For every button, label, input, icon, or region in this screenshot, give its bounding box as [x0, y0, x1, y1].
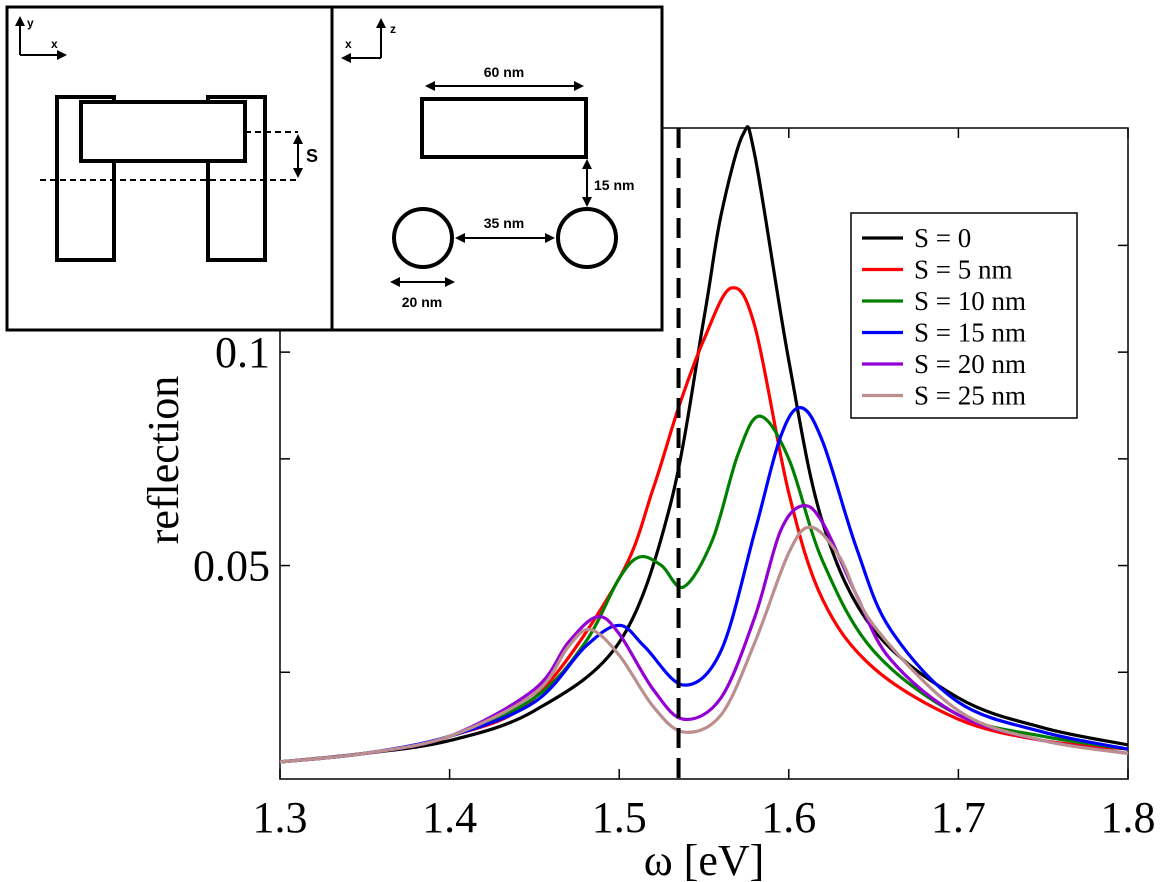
legend-label: S = 0: [914, 223, 971, 253]
diameter-label: 20 nm: [402, 294, 442, 310]
series-group: [279, 125, 1129, 764]
x-tick-label: 1.7: [931, 793, 986, 842]
x-tick-label: 1.8: [1101, 793, 1156, 842]
right-wire-cross-section: [556, 207, 618, 269]
right-bar: [206, 95, 267, 262]
tick-labels: 1.3 1.4 1.5 1.6 1.7 1.8 0.05 0.1: [193, 328, 1156, 842]
x-tick-label: 1.5: [592, 793, 647, 842]
legend: S = 0S = 5 nmS = 10 nmS = 15 nmS = 20 nm…: [850, 212, 1078, 419]
series-line-s-20-nm: [279, 503, 1129, 764]
left-axes-icon: y x: [15, 16, 67, 60]
separation-label: 35 nm: [484, 215, 524, 231]
legend-label: S = 5 nm: [914, 255, 1013, 285]
top-bar: [79, 100, 247, 163]
left-bar: [55, 95, 116, 262]
left-axis-x-letter: x: [51, 37, 58, 51]
right-axes-icon: z x: [341, 18, 396, 63]
series-line-s-25-nm: [279, 525, 1129, 764]
plot-frame: [279, 127, 1129, 780]
inset-right-panel: [330, 5, 664, 332]
plot-area: 1.3 1.4 1.5 1.6 1.7 1.8 0.05 0.1 ω [eV] reflect…: [139, 125, 1156, 882]
legend-label: S = 10 nm: [914, 286, 1026, 316]
length-label: 60 nm: [484, 64, 524, 80]
legend-items: S = 0S = 5 nmS = 10 nmS = 15 nmS = 20 nm…: [862, 223, 1026, 411]
series-line-s-15-nm: [279, 406, 1129, 764]
inset-schematic: y x S z x 60 nm 15 nm 35 nm 20: [5, 5, 664, 332]
gap-label: 15 nm: [594, 177, 634, 193]
x-tick-label: 1.3: [253, 793, 308, 842]
spacing-label: S: [306, 146, 318, 166]
right-axis-z-letter: z: [390, 22, 396, 36]
y-tick-label: 0.05: [193, 542, 270, 591]
x-tick-label: 1.4: [422, 793, 477, 842]
series-line-s-10-nm: [279, 414, 1129, 764]
top-view-structure: [55, 95, 267, 262]
legend-label: S = 15 nm: [914, 318, 1026, 348]
left-wire-cross-section: [392, 207, 454, 269]
y-tick-label: 0.1: [215, 328, 270, 377]
legend-label: S = 25 nm: [914, 381, 1026, 411]
cross-section-bar: [420, 97, 588, 159]
legend-label: S = 20 nm: [914, 349, 1026, 379]
right-axis-x-letter: x: [345, 37, 352, 51]
inset-left-panel: [5, 5, 334, 332]
x-axis-label: ω [eV]: [644, 836, 765, 882]
left-axis-y-letter: y: [27, 16, 34, 30]
y-axis-label: reflection: [139, 376, 188, 545]
legend-frame: [850, 212, 1078, 419]
x-tick-label: 1.6: [761, 793, 816, 842]
